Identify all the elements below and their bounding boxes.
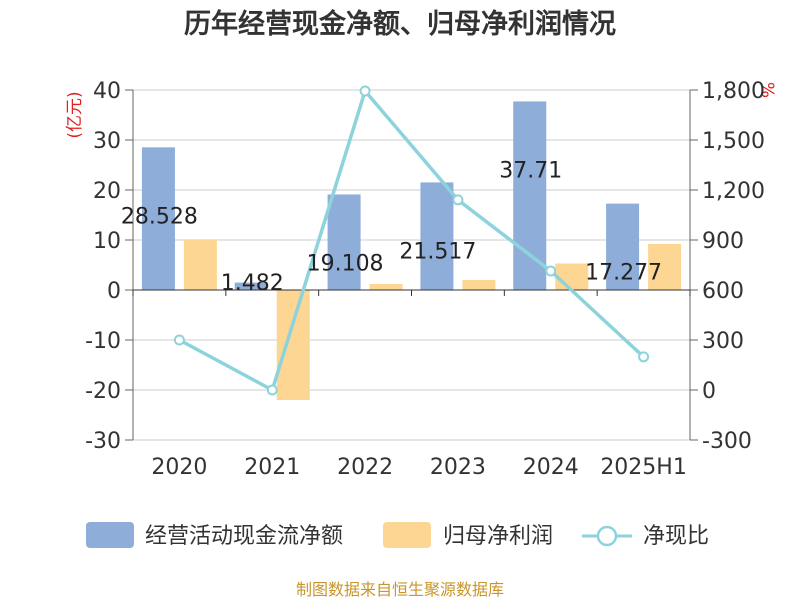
ratio-point: [545, 265, 557, 277]
ratio-point: [452, 194, 464, 206]
bar-value-label: 17.277: [585, 261, 662, 286]
chart-title: 历年经营现金净额、归母净利润情况: [184, 8, 616, 40]
right-tick-label: 300: [702, 329, 744, 354]
legend-swatch-cashflow: [86, 522, 134, 548]
bar-net-profit: [648, 244, 682, 290]
axes: [125, 89, 698, 441]
ratio-point: [173, 334, 185, 346]
bar-net-profit: [183, 240, 217, 290]
left-tick-label: 20: [93, 179, 121, 204]
category-label: 2023: [430, 455, 486, 480]
ratio-point: [359, 85, 371, 97]
bar-series: [141, 101, 682, 400]
bar-value-label: 1.482: [221, 271, 284, 296]
category-label: 2022: [337, 455, 393, 480]
legend-label-net-profit: 归母净利润: [443, 524, 553, 549]
data-labels: 28.528 1.482 19.108 21.517 37.71 17.277: [121, 158, 662, 296]
bar-cashflow: [606, 203, 640, 290]
legend-label-ratio: 净现比: [643, 524, 709, 549]
bar-net-profit: [555, 263, 589, 290]
right-tick-label: 1,500: [702, 129, 765, 154]
bar-value-label: 19.108: [307, 251, 384, 276]
bar-value-label: 28.528: [121, 204, 198, 229]
legend-marker-ratio: [596, 525, 618, 547]
bar-cashflow: [420, 182, 454, 290]
right-axis-unit: %: [757, 82, 777, 98]
left-tick-label: -30: [85, 429, 121, 454]
bar-cashflow: [234, 282, 268, 290]
right-tick-label: 900: [702, 229, 744, 254]
left-tick-label: 40: [93, 79, 121, 104]
category-label: 2021: [244, 455, 300, 480]
bar-cashflow: [513, 101, 547, 290]
ratio-line: [178, 89, 645, 392]
left-tick-label: -20: [85, 379, 121, 404]
tick-labels: 40 30 20 10 0 -10 -20 -30 1,800 1,500 1,200 900 600 3…: [85, 79, 765, 480]
left-tick-label: 30: [93, 129, 121, 154]
right-tick-label: 600: [702, 279, 744, 304]
ratio-point: [266, 384, 278, 396]
legend-swatch-net-profit: [383, 522, 431, 548]
category-label: 2025H1: [600, 455, 687, 480]
bar-net-profit: [369, 284, 403, 290]
left-tick-label: 10: [93, 229, 121, 254]
right-tick-label: -300: [702, 429, 752, 454]
legend: 经营活动现金流净额 归母净利润 净现比: [86, 522, 709, 549]
left-tick-label: 0: [107, 279, 121, 304]
bar-value-label: 37.71: [499, 158, 562, 183]
source-note: 制图数据来自恒生聚源数据库: [296, 580, 504, 599]
ratio-point: [638, 351, 650, 363]
bar-net-profit: [276, 290, 310, 400]
bar-cashflow: [141, 147, 175, 290]
line-series: [173, 85, 650, 396]
legend-label-cashflow: 经营活动现金流净额: [145, 524, 343, 549]
right-tick-label: 1,200: [702, 179, 765, 204]
bar-net-profit: [462, 280, 496, 290]
left-tick-label: -10: [85, 329, 121, 354]
bar-cashflow: [327, 194, 361, 290]
right-tick-label: 1,800: [702, 79, 765, 104]
left-axis-unit: (亿元): [65, 91, 85, 138]
right-tick-label: 0: [702, 379, 716, 404]
category-label: 2020: [151, 455, 207, 480]
bar-value-label: 21.517: [399, 239, 476, 264]
category-label: 2024: [523, 455, 579, 480]
grid-lines: [133, 89, 690, 441]
